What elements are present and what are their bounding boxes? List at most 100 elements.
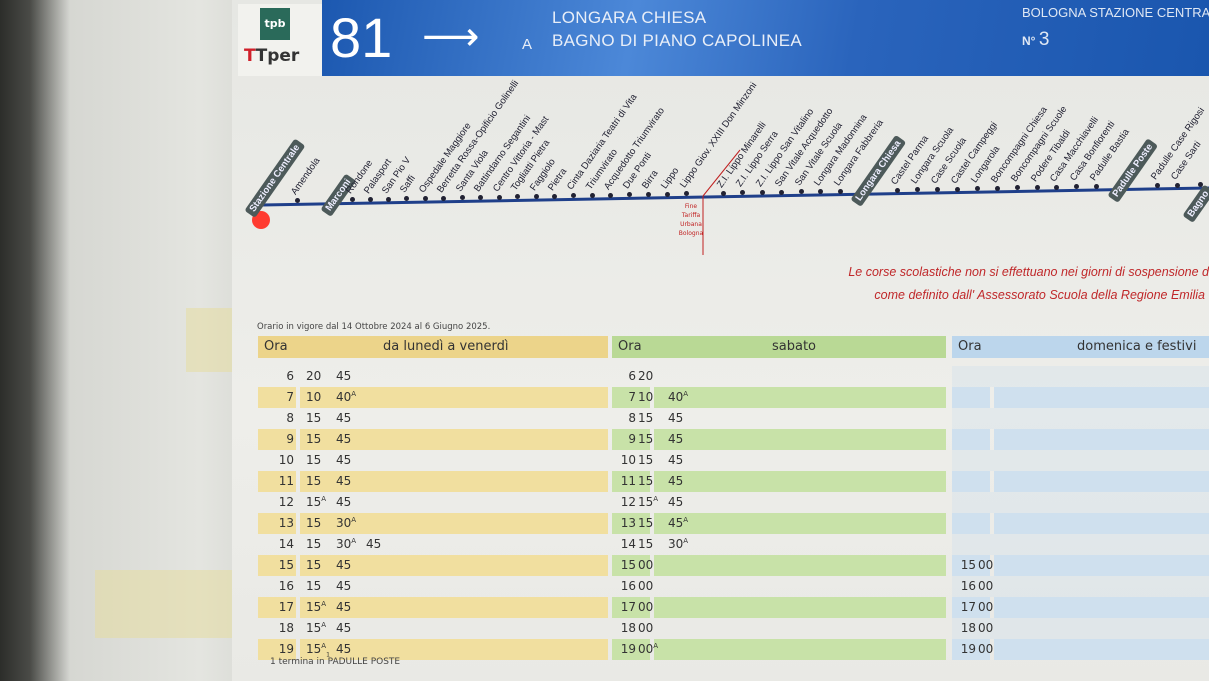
hour: 6 [628,369,636,383]
line-header [322,0,1209,76]
hour: 9 [286,432,294,446]
departure-minute: 00 [638,579,654,593]
departure-minute: 00 [638,558,654,572]
departure-minute: 15 [306,474,322,488]
timetable-row: 11 15 45 [612,471,946,492]
departure-minute: 00 [978,621,994,635]
departure-minute: 45 [668,453,684,467]
departure-minute: 15 [306,453,322,467]
hour: 11 [620,474,636,488]
operator-logo: tpb TTper [238,4,322,76]
hour: 13 [278,516,294,530]
timetable-row: 15 15 45 [258,555,608,576]
departure-minute: 15 [306,432,322,446]
hour: 16 [960,579,976,593]
departure-minute: 30A [668,537,689,551]
hour: 10 [278,453,294,467]
school-notice: come definito dall' Assessorato Scuola d… [874,288,1205,302]
hour: 10 [620,453,636,467]
hour: 17 [960,600,976,614]
departure-minute: 15 [638,411,654,425]
stop-dot [423,196,428,202]
timetable-row: 6 20 [612,366,946,387]
departure-minute: 45A [668,516,689,530]
hour-column-label: Ora [618,339,642,354]
line-number: 81 [330,6,393,69]
departure-minute: 45 [336,453,352,467]
timetable-row: 10 15 45 [612,450,946,471]
timetable-row: 19 15A1 45 [258,639,608,660]
hour: 16 [620,579,636,593]
hour: 12 [620,495,636,509]
stop-dot [818,188,823,194]
stop-dot [515,194,520,200]
timetable-row [952,492,1209,513]
timetable-row: 10 15 45 [258,450,608,471]
stop-dot [571,193,576,199]
footnote: 1 termina in PADULLE POSTE [270,657,401,667]
stop-dot [1175,182,1180,188]
timetable-row: 18 00 [612,618,946,639]
hour: 15 [278,558,294,572]
stop-dot [460,195,465,201]
stop-dot [895,187,900,193]
stop-dot [1094,184,1099,190]
departure-minute: 15 [306,579,322,593]
hour-column-label: Ora [264,339,288,354]
stop-dot [627,192,632,198]
hour: 6 [286,369,294,383]
hour: 16 [278,579,294,593]
tape [186,308,236,372]
hour: 18 [620,621,636,635]
stop-dot [915,187,920,193]
timetable-row: 18 00 [952,618,1209,639]
tape [95,570,235,638]
stop-dot [441,195,446,201]
hour-column-label: Ora [958,339,982,354]
stop-name: BOLOGNA STAZIONE CENTRALE [1022,5,1209,20]
timetable-row: 9 15 45 [258,429,608,450]
stop-dot [552,193,557,199]
departure-minute: 00A [638,642,659,656]
timetable-row [952,450,1209,471]
timetable-header: Ora da lunedì a venerdì [258,336,608,358]
hour: 8 [628,411,636,425]
timetable-row: 19 00A [612,639,946,660]
stop-dot [295,198,300,204]
timetable-row: 12 15A 45 [612,492,946,513]
stop-dot [478,195,483,201]
hour: 13 [620,516,636,530]
day-label: sabato [772,339,817,354]
departure-minute: 15 [638,537,654,551]
departure-minute: 45 [336,579,352,593]
footnote-marker: A [653,495,659,503]
timetable-header: Ora sabato [612,336,946,358]
departure-minute: 15 [306,411,322,425]
departure-minute: 15A [638,495,659,509]
stop-dot [721,190,726,196]
footnote-marker: A [351,537,357,545]
destination: LONGARA CHIESA [552,8,707,27]
stop-dot [935,186,940,192]
stop-dot [665,191,670,197]
hour: 17 [278,600,294,614]
hour: 17 [620,600,636,614]
timetable-row: 15 00 [612,555,946,576]
footnote-marker: A [351,390,357,398]
timetable-row: 18 15A 45 [258,618,608,639]
day-label: da lunedì a venerdì [383,339,509,354]
departure-minute: 10 [638,390,654,404]
stop-dot [955,186,960,192]
timetable-row: 19 00 [952,639,1209,660]
footnote-marker: A [321,600,327,608]
stop-dot [534,194,539,200]
departure-minute: 15 [638,516,654,530]
route-map: Fine Tariffa Urbana Bologna Stazione Centra… [0,0,1209,300]
departure-minute: 00 [978,600,994,614]
hour: 14 [620,537,636,551]
departure-minute: 20 [638,369,654,383]
hour: 11 [278,474,294,488]
hour: 8 [286,411,294,425]
departure-minute: 45 [336,642,352,656]
timetable-row: 7 10 40A [258,387,608,408]
